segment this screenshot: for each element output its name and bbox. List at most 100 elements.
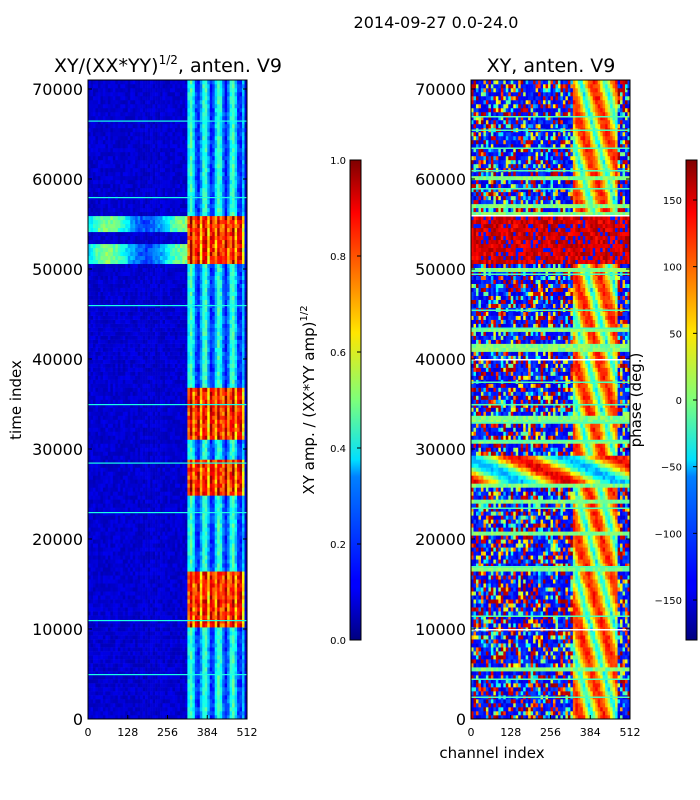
left-heatmap-cell [115, 575, 119, 580]
left-heatmap-cell [202, 511, 206, 516]
left-heatmap-cell [229, 687, 233, 692]
left-heatmap-cell [165, 567, 168, 572]
left-heatmap-cell [152, 467, 156, 472]
left-heatmap-cell [239, 663, 243, 668]
left-heatmap-cell [165, 703, 168, 708]
left-heatmap-cell [212, 451, 215, 456]
left-heatmap-cell [234, 595, 238, 600]
left-heatmap-cell [115, 551, 119, 556]
left-heatmap-cell [95, 711, 99, 716]
left-heatmap-cell [202, 455, 206, 460]
left-heatmap-cell [209, 579, 213, 584]
left-heatmap-cell [197, 419, 201, 424]
left-heatmap-cell [242, 427, 245, 432]
left-heatmap-cell [147, 415, 151, 420]
left-heatmap-cell [162, 415, 166, 420]
left-heatmap-cell [194, 627, 198, 632]
left-heatmap-cell [187, 667, 191, 672]
left-heatmap-cell [145, 567, 148, 572]
left-heatmap-cell [179, 471, 183, 476]
left-heatmap-cell [174, 551, 178, 556]
left-heatmap-cell [177, 551, 181, 556]
left-heatmap-cell [130, 643, 134, 648]
left-heatmap-cell [112, 615, 116, 620]
left-heatmap-cell [142, 483, 146, 488]
left-heatmap-cell [202, 711, 206, 716]
left-heatmap-cell [214, 507, 218, 512]
left-heatmap-cell [182, 507, 186, 512]
left-heatmap-cell [179, 651, 183, 656]
left-heatmap-cell [132, 455, 136, 460]
left-heatmap-cell [227, 619, 230, 624]
left-heatmap-cell [137, 683, 141, 688]
left-heatmap-cell [234, 623, 238, 628]
left-heatmap-cell [130, 715, 134, 719]
left-heatmap-cell [122, 435, 126, 440]
left-heatmap-cell [232, 651, 235, 656]
left-heatmap-cell [239, 447, 243, 452]
left-heatmap-cell [88, 431, 91, 436]
left-heatmap-cell [229, 567, 233, 572]
left-heatmap-cell [222, 419, 225, 424]
left-heatmap-cell [212, 479, 215, 484]
left-heatmap-cell [209, 627, 213, 632]
left-heatmap-cell [177, 615, 181, 620]
left-heatmap-cell [192, 527, 196, 532]
left-heatmap-cell [107, 435, 111, 440]
left-heatmap-cell [102, 695, 106, 700]
left-heatmap-cell [145, 715, 148, 719]
left-heatmap-cell [229, 547, 233, 552]
left-heatmap-cell [125, 467, 129, 472]
left-heatmap-cell [125, 699, 129, 704]
left-heatmap-cell [147, 695, 151, 700]
left-heatmap-cell [239, 671, 243, 676]
left-heatmap-cell [110, 483, 114, 488]
left-heatmap-cell [95, 655, 99, 660]
left-heatmap-cell [212, 519, 215, 524]
left-heatmap-cell [120, 583, 124, 588]
left-heatmap-cell [117, 627, 121, 632]
left-heatmap-cell [92, 523, 96, 528]
left-heatmap-cell [135, 659, 138, 664]
left-heatmap-cell [112, 427, 116, 432]
left-heatmap-cell [142, 683, 146, 688]
left-heatmap-cell [145, 515, 148, 520]
left-heatmap-cell [135, 535, 138, 540]
left-heatmap-cell [219, 527, 223, 532]
left-heatmap-cell [120, 435, 124, 440]
left-heatmap-cell [239, 583, 243, 588]
left-heatmap-cell [150, 615, 153, 620]
left-heatmap-cell [229, 635, 233, 640]
left-heatmap-cell [207, 451, 211, 456]
left-heatmap-cell [132, 531, 136, 536]
left-heatmap-cell [127, 671, 131, 676]
left-heatmap-cell [219, 475, 223, 480]
left-heatmap-cell [224, 587, 228, 592]
left-heatmap-cell [152, 451, 156, 456]
left-heatmap-cell [209, 647, 213, 652]
left-heatmap-cell [222, 535, 225, 540]
left-heatmap-cell [194, 491, 198, 496]
left-heatmap-cell [189, 411, 193, 416]
left-heatmap-cell [110, 635, 114, 640]
left-heatmap-cell [127, 599, 131, 604]
left-heatmap-cell [184, 527, 188, 532]
left-heatmap-cell [187, 655, 191, 660]
left-heatmap-cell [217, 467, 220, 472]
left-heatmap-cell [140, 463, 143, 468]
left-heatmap-cell [172, 475, 176, 480]
left-heatmap-cell [189, 519, 193, 524]
left-heatmap-cell [92, 551, 96, 556]
left-heatmap-cell [242, 555, 245, 560]
left-heatmap-cell [142, 423, 146, 428]
left-heatmap-cell [150, 459, 153, 464]
left-heatmap-cell [222, 695, 225, 700]
left-heatmap-cell [192, 647, 196, 652]
left-heatmap-cell [182, 631, 186, 636]
left-heatmap-cell [115, 543, 119, 548]
left-heatmap-cell [232, 535, 235, 540]
left-heatmap-cell [122, 451, 126, 456]
left-heatmap-cell [224, 423, 228, 428]
left-heatmap-cell [194, 619, 198, 624]
left-heatmap-cell [160, 691, 163, 696]
